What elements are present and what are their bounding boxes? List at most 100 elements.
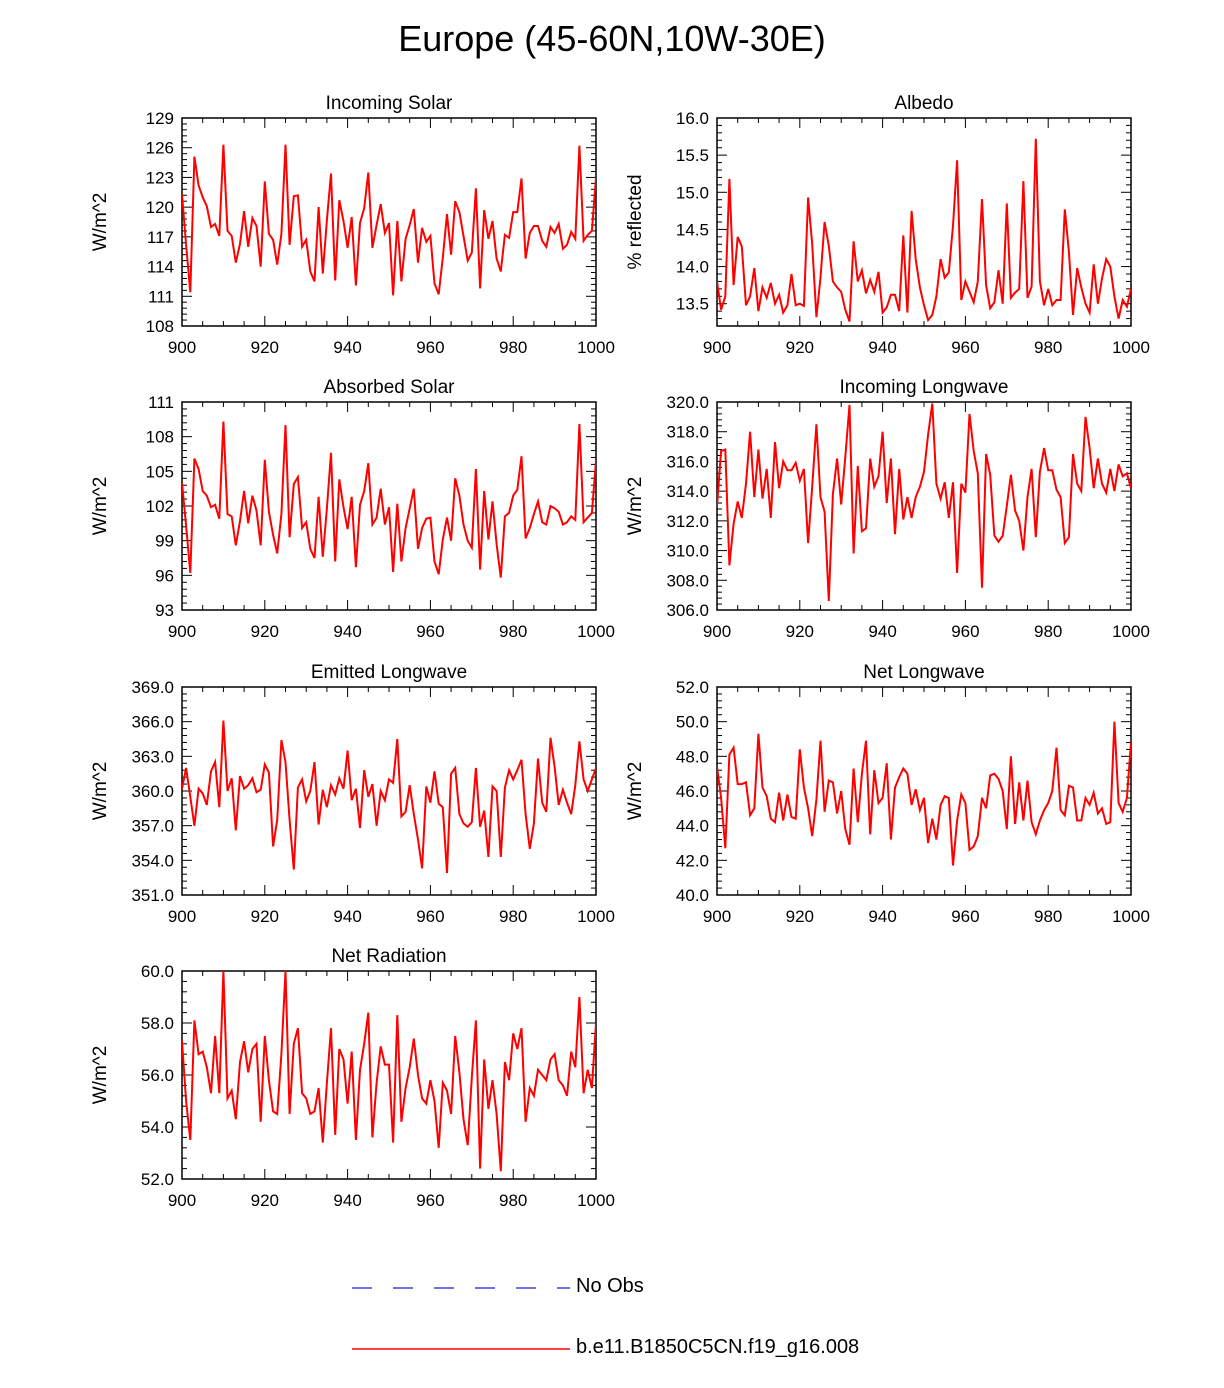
y-tick-label: 360.0 [131, 782, 174, 801]
y-tick-label: 357.0 [131, 817, 174, 836]
x-tick-label: 1000 [577, 1191, 615, 1210]
panel-net-radiation: Net Radiation W/m^2 900 920 940 960 980 1000 52.… [90, 946, 615, 1210]
panel-title: Incoming Longwave [840, 377, 1009, 398]
y-tick-label: 60.0 [141, 962, 174, 981]
x-tick-label: 980 [499, 622, 527, 641]
x-tick-label: 960 [416, 338, 444, 357]
series-line [717, 403, 1131, 602]
y-tick-label: 354.0 [131, 851, 174, 870]
x-tick-label: 980 [499, 1191, 527, 1210]
y-axis-label: W/m^2 [90, 1046, 111, 1105]
y-tick-label: 111 [148, 393, 174, 412]
y-axis-label: W/m^2 [90, 193, 111, 252]
y-axis-label: W/m^2 [625, 477, 646, 536]
y-tick-label: 108 [146, 428, 174, 447]
x-tick-label: 940 [333, 907, 361, 926]
x-tick-label: 900 [168, 622, 196, 641]
panel-title: Net Longwave [863, 662, 984, 683]
y-tick-label: 13.5 [676, 295, 709, 314]
x-tick-label: 960 [416, 622, 444, 641]
y-tick-label: 366.0 [131, 713, 174, 732]
y-tick-label: 363.0 [131, 747, 174, 766]
y-tick-label: 312.0 [666, 512, 709, 531]
panel-title: Albedo [894, 93, 953, 114]
y-tick-label: 105 [146, 462, 174, 481]
x-tick-label: 920 [786, 622, 814, 641]
y-tick-label: 93 [155, 601, 174, 620]
x-tick-label: 900 [168, 338, 196, 357]
y-tick-label: 16.0 [676, 109, 709, 128]
x-tick-label: 1000 [1112, 338, 1150, 357]
figure-title: Europe (45-60N,10W-30E) [398, 18, 826, 59]
y-tick-label: 40.0 [676, 886, 709, 905]
panel-title: Absorbed Solar [324, 377, 456, 398]
y-axis-label: % reflected [625, 174, 646, 269]
x-tick-label: 980 [499, 338, 527, 357]
x-tick-label: 960 [951, 338, 979, 357]
y-tick-label: 52.0 [676, 678, 709, 697]
y-tick-label: 102 [146, 497, 174, 516]
x-tick-label: 920 [251, 907, 279, 926]
y-tick-label: 96 [155, 566, 174, 585]
panel-absorbed-solar: Absorbed Solar W/m^2 900 920 940 960 980 1000 93… [90, 377, 615, 641]
x-tick-label: 960 [416, 907, 444, 926]
x-tick-label: 960 [951, 622, 979, 641]
y-tick-label: 126 [146, 139, 174, 158]
y-tick-label: 123 [146, 168, 174, 187]
panel-incoming-solar: Incoming Solar W/m^2 900 920 940 960 980 1000 10… [90, 93, 615, 357]
x-tick-label: 920 [786, 338, 814, 357]
y-tick-label: 114 [147, 258, 174, 277]
y-tick-label: 129 [146, 109, 174, 128]
y-tick-label: 15.0 [676, 183, 709, 202]
x-tick-label: 940 [868, 622, 896, 641]
y-tick-label: 306.0 [666, 601, 709, 620]
plot-frame [181, 117, 597, 327]
y-tick-label: 120 [146, 198, 174, 217]
x-tick-label: 980 [499, 907, 527, 926]
x-tick-label: 1000 [577, 338, 615, 357]
x-tick-label: 940 [333, 1191, 361, 1210]
y-tick-label: 42.0 [676, 851, 709, 870]
y-tick-label: 117 [147, 228, 174, 247]
y-axis-label: W/m^2 [90, 762, 111, 821]
x-tick-label: 920 [251, 622, 279, 641]
y-axis-label: W/m^2 [625, 762, 646, 821]
x-tick-label: 1000 [577, 907, 615, 926]
legend-label-no-obs: No Obs [576, 1275, 644, 1297]
y-tick-label: 48.0 [676, 747, 709, 766]
y-tick-label: 111 [148, 287, 174, 306]
series-line [182, 971, 596, 1172]
y-tick-label: 15.5 [676, 146, 709, 165]
y-tick-label: 308.0 [666, 571, 709, 590]
x-tick-label: 940 [333, 622, 361, 641]
plot-frame [716, 401, 1132, 611]
y-tick-label: 310.0 [666, 542, 709, 561]
panel-net-longwave: Net Longwave W/m^2 900 920 940 960 980 1000 40.0… [625, 662, 1150, 926]
panel-title: Net Radiation [331, 946, 446, 967]
x-tick-label: 960 [951, 907, 979, 926]
y-tick-label: 318.0 [666, 423, 709, 442]
y-tick-label: 351.0 [131, 886, 174, 905]
y-tick-label: 52.0 [141, 1170, 174, 1189]
y-tick-label: 14.0 [676, 258, 709, 277]
y-tick-label: 108 [146, 317, 174, 336]
x-tick-label: 900 [703, 622, 731, 641]
y-tick-label: 369.0 [131, 678, 174, 697]
x-tick-label: 920 [786, 907, 814, 926]
y-tick-label: 54.0 [141, 1118, 174, 1137]
x-tick-label: 940 [868, 338, 896, 357]
panel-emitted-longwave: Emitted Longwave W/m^2 900 920 940 960 980 1000… [90, 662, 615, 926]
plot-frame [181, 401, 597, 611]
x-tick-label: 900 [168, 1191, 196, 1210]
y-tick-label: 14.5 [676, 220, 709, 239]
series-line [717, 721, 1131, 866]
x-tick-label: 1000 [1112, 622, 1150, 641]
legend-line-no-obs [352, 1287, 570, 1289]
x-tick-label: 980 [1034, 338, 1062, 357]
x-tick-label: 940 [868, 907, 896, 926]
x-tick-label: 980 [1034, 622, 1062, 641]
y-tick-label: 320.0 [666, 393, 709, 412]
x-tick-label: 900 [703, 907, 731, 926]
panel-incoming-longwave: Incoming Longwave W/m^2 900 920 940 960 980 100… [625, 377, 1150, 641]
